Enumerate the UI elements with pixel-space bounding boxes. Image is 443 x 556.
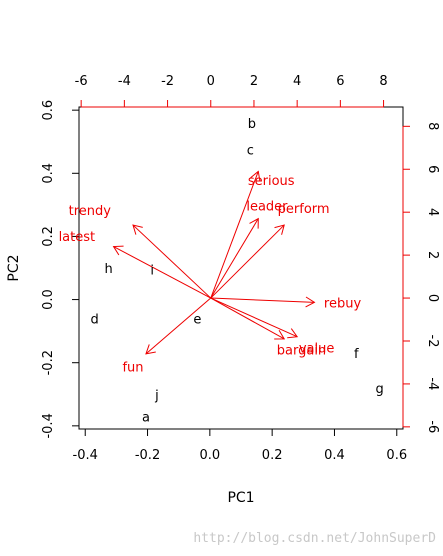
observation-a: a — [142, 410, 150, 425]
watermark: http://blog.csdn.net/JohnSuperD — [193, 531, 436, 546]
arrowhead-latest — [112, 245, 124, 256]
right-tick-label: 4 — [425, 208, 440, 216]
observation-c: c — [247, 144, 254, 159]
observation-i: i — [150, 264, 154, 279]
loading-arrow-value — [210, 297, 298, 338]
loading-label-rebuy: rebuy — [324, 296, 362, 311]
arrowhead-perform — [274, 224, 285, 235]
right-axis: -6 -4 -2 0 2 4 6 8 — [402, 122, 440, 433]
top-tick-label: -2 — [161, 74, 174, 89]
loading-arrow-bargain — [210, 297, 285, 340]
top-tick-label: 2 — [250, 74, 258, 89]
right-tick-label: 2 — [425, 251, 440, 259]
x-tick-label: 0.4 — [324, 448, 345, 463]
right-tick-label: 0 — [425, 294, 440, 302]
y-axis: -0.4 -0.2 0.0 0.2 0.4 0.6 — [41, 100, 80, 439]
y-tick-label: 0.4 — [41, 163, 56, 184]
loading-label-value: value — [299, 341, 335, 356]
arrowhead-fun — [145, 344, 156, 355]
right-tick-label: -4 — [425, 377, 440, 390]
x-tick-label: 0.0 — [200, 448, 221, 463]
loading-label-bargain: bargain — [277, 344, 326, 359]
loading-label-latest: latest — [59, 230, 96, 245]
observation-e: e — [193, 313, 201, 328]
arrowhead-trendy — [132, 224, 143, 235]
arrowhead-leader — [249, 217, 259, 229]
top-tick-label: 0 — [207, 74, 215, 89]
loading-label-leader: leader — [246, 200, 288, 215]
observation-h: h — [104, 262, 112, 277]
arrowhead-serious — [250, 170, 261, 182]
loading-arrow-leader — [210, 218, 259, 299]
right-tick-label: -2 — [425, 335, 440, 348]
x-tick-label: -0.2 — [135, 448, 160, 463]
right-tick-label: 6 — [425, 165, 440, 173]
loading-label-perform: perform — [278, 202, 330, 217]
x-axis-title: PC1 — [227, 490, 254, 506]
y-tick-label: 0.6 — [41, 100, 56, 121]
observation-g: g — [376, 382, 384, 397]
loading-arrow-fun — [145, 297, 212, 355]
loading-arrow-serious — [210, 171, 259, 299]
arrowhead-bargain — [274, 330, 286, 340]
observation-f: f — [354, 347, 359, 362]
observation-labels: a bc d e f g h i j — [90, 117, 383, 426]
y-tick-label: 0.2 — [41, 226, 56, 247]
top-tick-label: -6 — [75, 74, 88, 89]
top-tick-label: 8 — [379, 74, 387, 89]
y-tick-label: -0.4 — [41, 413, 56, 438]
top-tick-label: 6 — [336, 74, 344, 89]
y-tick-label: -0.2 — [41, 350, 56, 375]
right-tick-label: -6 — [425, 420, 440, 433]
arrowhead-rebuy — [305, 296, 316, 308]
observation-b: b — [248, 117, 256, 132]
loading-arrow-trendy — [132, 224, 212, 299]
arrowhead-value — [287, 328, 299, 339]
x-axis: -0.4 -0.2 0.0 0.2 0.4 0.6 — [73, 428, 407, 463]
loading-arrow-latest — [113, 246, 211, 299]
x-tick-label: 0.2 — [262, 448, 283, 463]
x-tick-label: -0.4 — [73, 448, 98, 463]
top-tick-label: 4 — [293, 74, 301, 89]
top-axis: -6 -4 -2 0 2 4 6 8 — [75, 74, 388, 108]
observation-j: j — [154, 388, 159, 403]
observation-d: d — [90, 313, 98, 328]
x-tick-label: 0.6 — [386, 448, 407, 463]
y-tick-label: 0.0 — [41, 289, 56, 310]
y-axis-title: PC2 — [6, 254, 22, 281]
loading-arrow-perform — [210, 224, 285, 299]
loading-label-trendy: trendy — [69, 204, 112, 219]
loading-label-serious: serious — [248, 174, 295, 189]
right-tick-label: 8 — [425, 122, 440, 130]
loading-arrow-rebuy — [210, 297, 315, 303]
top-tick-label: -4 — [118, 74, 131, 89]
loading-label-fun: fun — [122, 361, 143, 376]
